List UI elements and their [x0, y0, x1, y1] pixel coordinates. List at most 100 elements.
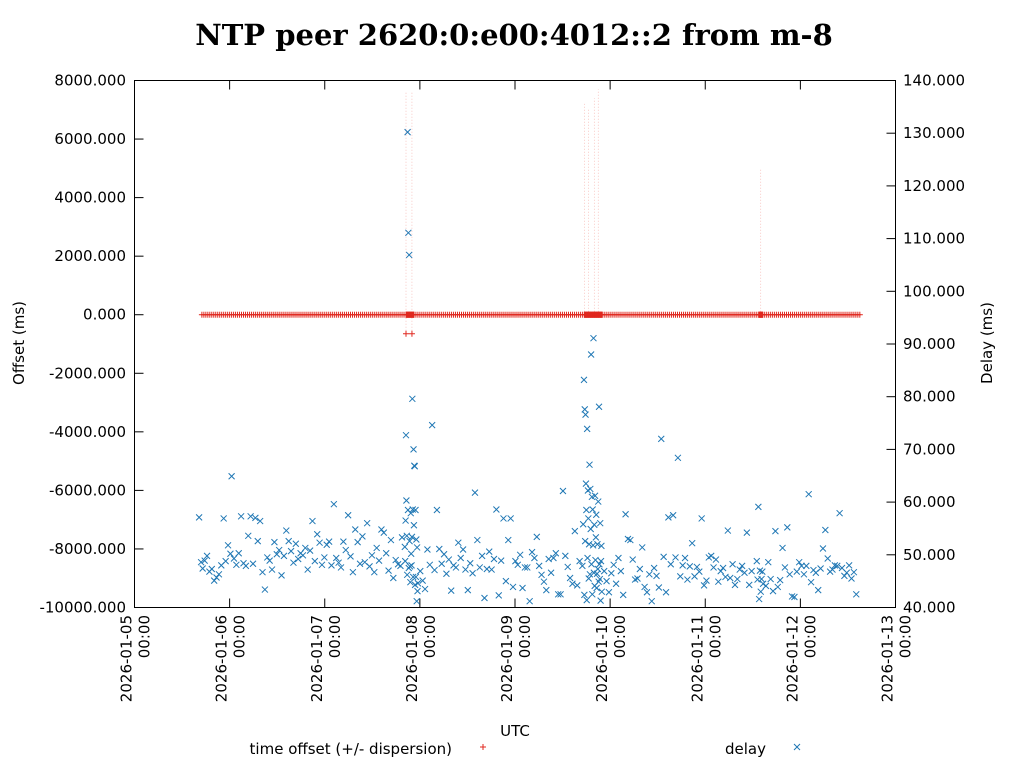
- delay-point: [590, 334, 597, 342]
- delay-point: [836, 509, 843, 517]
- delay-point: [244, 532, 252, 540]
- offset-point: [403, 330, 410, 337]
- delay-point: [445, 556, 453, 563]
- y-tick-label: 2000.000: [54, 247, 126, 265]
- delay-point: [650, 564, 658, 572]
- delay-point: [798, 562, 805, 570]
- delay-point: [624, 535, 632, 543]
- delay-point: [414, 587, 421, 595]
- delay-point: [843, 569, 851, 577]
- offset-point: [759, 311, 766, 318]
- delay-point: [569, 580, 576, 588]
- y2-tick-label: 70.000: [903, 440, 956, 458]
- x-tick-date: 2026-01-08: [403, 615, 421, 702]
- delay-point: [576, 557, 583, 565]
- delay-point: [222, 557, 230, 565]
- delay-point: [641, 583, 648, 591]
- delay-point: [833, 562, 841, 570]
- delay-point: [203, 552, 211, 560]
- delay-point: [594, 565, 602, 573]
- delay-point: [228, 472, 235, 480]
- delay-point: [676, 573, 684, 580]
- delay-point: [580, 376, 588, 384]
- delay-point: [235, 549, 243, 557]
- delay-point: [564, 563, 572, 571]
- delay-point: [662, 588, 670, 596]
- delay-point: [605, 588, 613, 596]
- delay-point: [471, 489, 479, 496]
- y2-tick-label: 90.000: [903, 335, 956, 353]
- chart-title: NTP peer 2620:0:e00:4012::2 from m-8: [195, 18, 833, 52]
- delay-point: [535, 562, 543, 570]
- delay-point: [566, 574, 574, 582]
- delay-point: [829, 566, 836, 573]
- y-tick-label: -8000.000: [49, 540, 126, 558]
- delay-point: [469, 569, 476, 577]
- delay-point: [351, 526, 359, 533]
- delay-point: [401, 543, 409, 551]
- delay-point: [589, 506, 597, 513]
- x-tick-time: 00:00: [706, 615, 724, 658]
- delay-point: [254, 537, 262, 545]
- delay-point: [726, 574, 734, 582]
- delay-point: [500, 515, 507, 522]
- delay-point: [669, 511, 677, 519]
- y2-tick-label: 120.000: [903, 177, 965, 195]
- delay-point: [598, 588, 606, 596]
- delay-point: [681, 554, 689, 562]
- delay-point: [344, 511, 352, 519]
- delay-point: [273, 550, 281, 558]
- delay-point: [224, 541, 232, 549]
- delay-point: [719, 564, 727, 572]
- delay-point: [554, 590, 562, 598]
- delay-point: [591, 492, 599, 500]
- delay-point: [342, 546, 350, 554]
- delay-point: [698, 515, 706, 522]
- delay-point: [592, 534, 600, 541]
- delay-point: [401, 557, 409, 565]
- delay-point: [413, 597, 421, 605]
- delay-point: [412, 573, 420, 581]
- delay-point: [731, 581, 739, 589]
- delay-point: [512, 557, 519, 565]
- delay-point: [292, 540, 300, 548]
- delay-point: [629, 556, 637, 563]
- x-tick-time: 00:00: [611, 615, 629, 658]
- delay-point: [407, 578, 414, 586]
- delay-point: [753, 557, 761, 565]
- delay-point: [335, 559, 342, 567]
- delay-point: [481, 594, 488, 602]
- delay-point: [282, 527, 290, 534]
- delay-point: [412, 506, 419, 514]
- delay-point: [695, 568, 703, 576]
- delay-point: [793, 568, 801, 576]
- delay-point: [831, 561, 839, 569]
- delay-point: [646, 570, 653, 578]
- delay-point: [473, 536, 481, 544]
- delay-point: [779, 544, 786, 552]
- delay-point: [707, 552, 715, 560]
- delay-point: [406, 537, 413, 545]
- offset-series: [198, 311, 863, 337]
- delay-point: [447, 587, 455, 594]
- delay-point: [424, 546, 431, 553]
- delay-point: [304, 566, 312, 573]
- x-tick-date: 2026-01-12: [783, 615, 801, 702]
- delay-point: [476, 564, 484, 571]
- delay-point: [252, 514, 259, 522]
- delay-point: [459, 546, 467, 553]
- delay-point: [786, 570, 794, 578]
- delay-point: [756, 567, 764, 574]
- delay-point: [363, 519, 371, 527]
- delay-point: [573, 582, 581, 589]
- delay-point: [359, 533, 366, 540]
- delay-point: [807, 578, 815, 586]
- delay-point: [208, 565, 216, 573]
- delay-point: [597, 597, 604, 605]
- delay-point: [559, 487, 567, 495]
- delay-point: [679, 561, 687, 569]
- delay-point: [734, 575, 741, 583]
- delay-point: [409, 573, 417, 581]
- delay-point: [693, 563, 701, 571]
- delay-point: [764, 558, 772, 566]
